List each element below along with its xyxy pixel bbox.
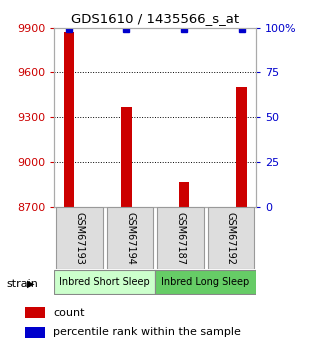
Text: strain: strain: [6, 279, 38, 288]
Text: percentile rank within the sample: percentile rank within the sample: [53, 327, 241, 337]
Title: GDS1610 / 1435566_s_at: GDS1610 / 1435566_s_at: [71, 12, 239, 25]
FancyBboxPatch shape: [155, 270, 256, 294]
Bar: [121, 107, 132, 207]
Text: Inbred Long Sleep: Inbred Long Sleep: [162, 277, 250, 287]
Bar: [64, 32, 74, 207]
Bar: [236, 87, 247, 207]
Bar: [179, 181, 189, 207]
Text: GSM67187: GSM67187: [175, 211, 185, 265]
FancyBboxPatch shape: [157, 207, 204, 269]
Text: GSM67192: GSM67192: [226, 211, 236, 265]
Bar: [25, 307, 45, 318]
Text: ▶: ▶: [27, 279, 35, 288]
Text: GSM67193: GSM67193: [75, 211, 84, 265]
Text: GSM67194: GSM67194: [125, 211, 135, 265]
FancyBboxPatch shape: [56, 207, 103, 269]
FancyBboxPatch shape: [54, 270, 155, 294]
Text: count: count: [53, 308, 85, 318]
Bar: [25, 327, 45, 338]
FancyBboxPatch shape: [107, 207, 153, 269]
FancyBboxPatch shape: [208, 207, 254, 269]
Text: Inbred Short Sleep: Inbred Short Sleep: [60, 277, 150, 287]
